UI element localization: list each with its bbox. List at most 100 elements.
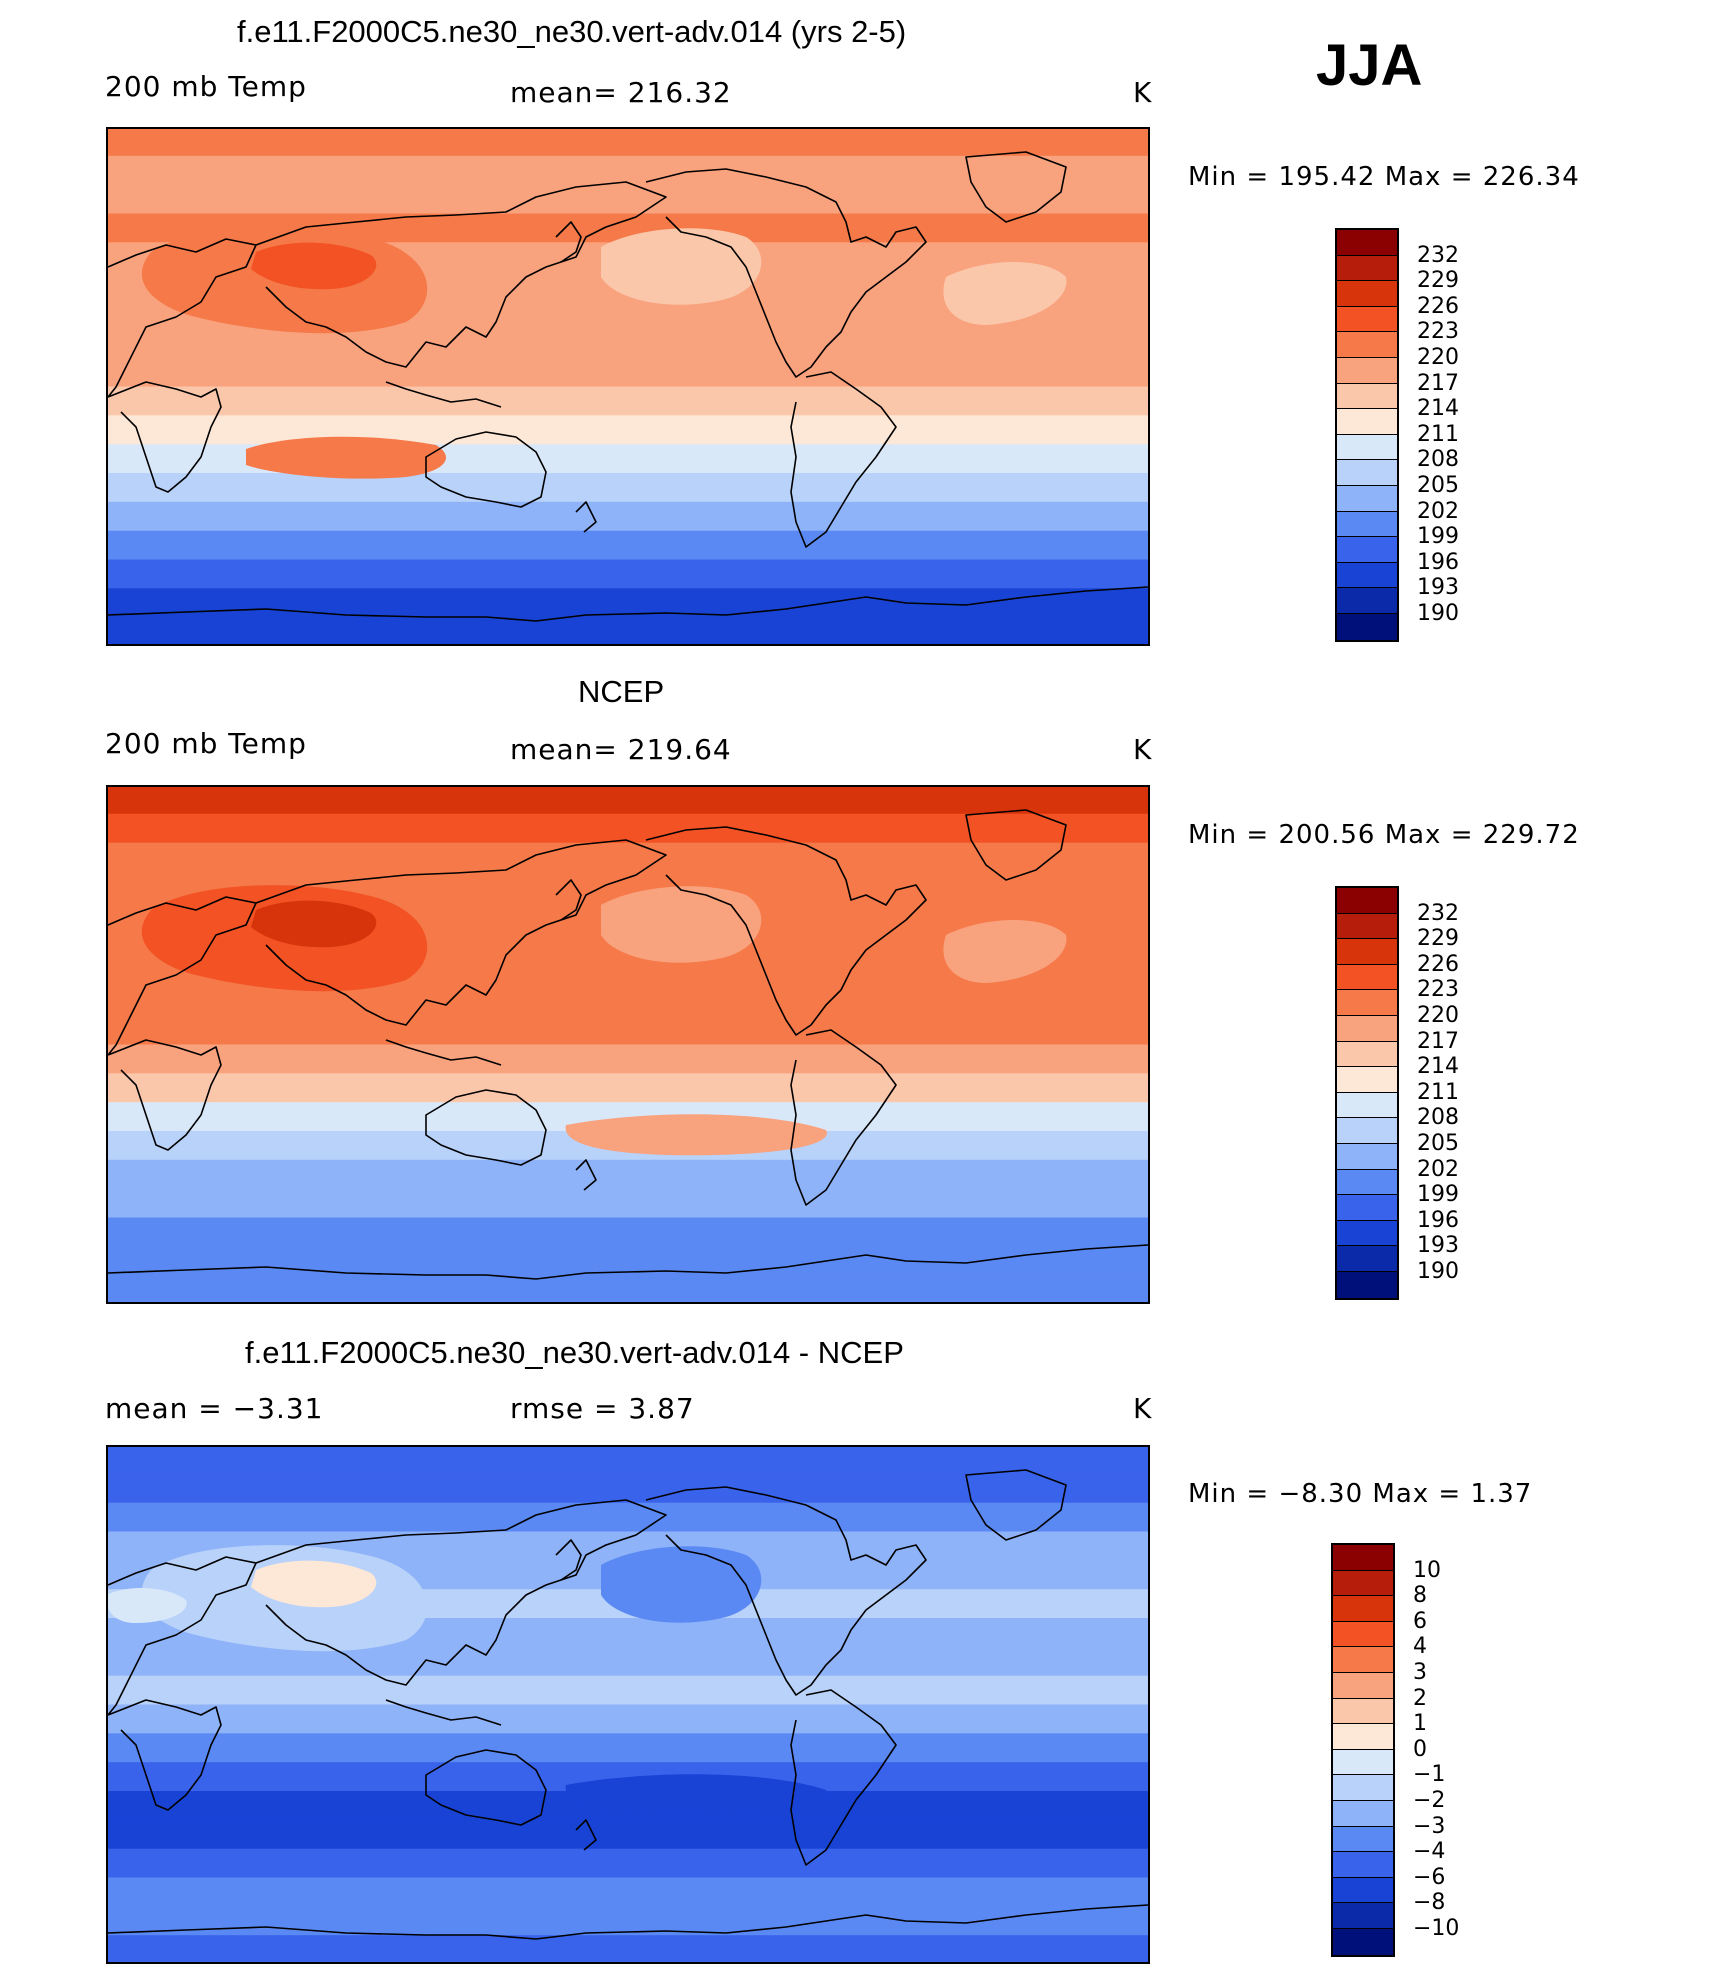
- colorbar-swatch: [1333, 1596, 1393, 1622]
- latitude-band: [106, 473, 1150, 503]
- contour-region: [246, 436, 446, 479]
- colorbar-swatch: [1337, 1220, 1397, 1247]
- latitude-band: [106, 1188, 1150, 1219]
- colorbar-tick-label: 223: [1417, 319, 1459, 345]
- colorbar-tick-label: −1: [1413, 1762, 1446, 1788]
- panel-1-variable-label: 200 mb Temp: [105, 70, 307, 103]
- panel-1-title: f.e11.F2000C5.ne30_ne30.vert-adv.014 (yr…: [237, 14, 907, 49]
- latitude-band: [106, 386, 1150, 417]
- coastline: [645, 1486, 927, 1696]
- coastline: [107, 896, 257, 1056]
- colorbar-tick-label: 193: [1417, 575, 1459, 601]
- coastline: [425, 1749, 547, 1826]
- colorbar-swatch: [1337, 1169, 1397, 1196]
- colorbar-swatch: [1333, 1698, 1393, 1725]
- colorbar-tick-label: 211: [1417, 1079, 1459, 1105]
- colorbar-swatch: [1337, 230, 1397, 256]
- map-frame: [106, 127, 1150, 646]
- coastline: [107, 238, 257, 398]
- coastline: [965, 1469, 1067, 1541]
- latitude-band: [106, 501, 1150, 532]
- panel-2-minmax: Min = 200.56 Max = 229.72: [1188, 820, 1580, 850]
- colorbar-tick-label: 196: [1417, 549, 1459, 575]
- contour-map: [106, 785, 1150, 1304]
- latitude-band: [106, 1733, 1150, 1764]
- colorbar-swatch: [1337, 1246, 1397, 1272]
- coastline: [790, 371, 897, 548]
- contour-region: [251, 900, 377, 948]
- latitude-band: [106, 559, 1150, 590]
- latitude-band: [106, 617, 1150, 646]
- colorbar-swatch: [1337, 888, 1397, 914]
- coastline: [575, 501, 597, 533]
- colorbar-tick-label: 223: [1417, 977, 1459, 1003]
- colorbar-swatch: [1337, 964, 1397, 991]
- coastline: [790, 1689, 897, 1866]
- colorbar-swatch: [1337, 460, 1397, 486]
- map-frame: [106, 1445, 1150, 1964]
- colorbar-tick-label: 220: [1417, 1003, 1459, 1028]
- coastline: [255, 839, 667, 1026]
- colorbar-swatch: [1337, 357, 1397, 384]
- contour-region: [943, 920, 1067, 983]
- coastline: [107, 381, 222, 493]
- contour-map: [106, 1445, 1150, 1964]
- latitude-band: [106, 357, 1150, 388]
- latitude-band: [106, 842, 1150, 873]
- colorbar-tick-label: 208: [1417, 447, 1459, 473]
- colorbar-swatch: [1333, 1724, 1393, 1750]
- colorbar-tick-label: 0: [1413, 1736, 1427, 1762]
- latitude-band: [106, 1848, 1150, 1879]
- panel-1-units: K: [1133, 76, 1153, 109]
- colorbar-tick-label: 193: [1417, 1233, 1459, 1259]
- colorbar-tick-label: 8: [1413, 1583, 1427, 1609]
- coastline: [107, 1699, 222, 1811]
- coastline: [555, 879, 582, 921]
- colorbar-swatch: [1337, 255, 1397, 282]
- coastline: [255, 1499, 667, 1686]
- colorbar-tick-label: 199: [1417, 524, 1459, 550]
- coastline: [575, 1159, 597, 1191]
- latitude-band: [106, 127, 1150, 157]
- coastline: [575, 1819, 597, 1851]
- colorbar-swatch: [1337, 383, 1397, 410]
- colorbar-swatch: [1337, 434, 1397, 461]
- coastline: [385, 1039, 502, 1066]
- contour-region: [601, 1546, 762, 1623]
- panel-3-units: K: [1133, 1392, 1153, 1425]
- colorbar-swatch: [1337, 588, 1397, 614]
- coastline: [425, 1089, 547, 1166]
- colorbar-tick-label: 232: [1417, 900, 1459, 926]
- colorbar-tick-label: 10: [1413, 1557, 1441, 1583]
- colorbar-swatch: [1337, 1143, 1397, 1170]
- colorbar-swatch: [1333, 1545, 1393, 1571]
- colorbar-swatch: [1333, 1621, 1393, 1648]
- coastline: [255, 181, 667, 368]
- coastline: [107, 1244, 1149, 1280]
- panel-2-units: K: [1133, 733, 1153, 766]
- panel-2-title: NCEP: [578, 674, 665, 709]
- colorbar-tick-label: −6: [1413, 1864, 1446, 1890]
- colorbar-swatch: [1337, 1195, 1397, 1221]
- colorbar-tick-label: −2: [1413, 1788, 1446, 1813]
- colorbar-tick-label: 205: [1417, 1131, 1459, 1156]
- contour-region: [106, 1588, 187, 1623]
- coastline: [645, 826, 927, 1036]
- contour-region: [251, 242, 377, 290]
- colorbar-tick-label: 229: [1417, 926, 1459, 952]
- colorbar-swatch: [1337, 511, 1397, 538]
- latitude-band: [106, 785, 1150, 815]
- colorbar-tick-label: 217: [1417, 370, 1459, 396]
- latitude-band: [106, 1445, 1150, 1475]
- latitude-band: [106, 1217, 1150, 1248]
- colorbar-tick-label: 4: [1413, 1634, 1427, 1660]
- coastline: [385, 1699, 502, 1726]
- colorbar-tick-label: 217: [1417, 1028, 1459, 1054]
- coastline: [965, 809, 1067, 881]
- colorbar-tick-label: 229: [1417, 268, 1459, 294]
- colorbar-swatch: [1333, 1928, 1393, 1955]
- colorbar-swatches: [1335, 886, 1399, 1300]
- colorbar-swatch: [1333, 1570, 1393, 1597]
- panel-2-mean-label: mean= 219.64: [510, 733, 732, 766]
- latitude-band: [106, 1502, 1150, 1533]
